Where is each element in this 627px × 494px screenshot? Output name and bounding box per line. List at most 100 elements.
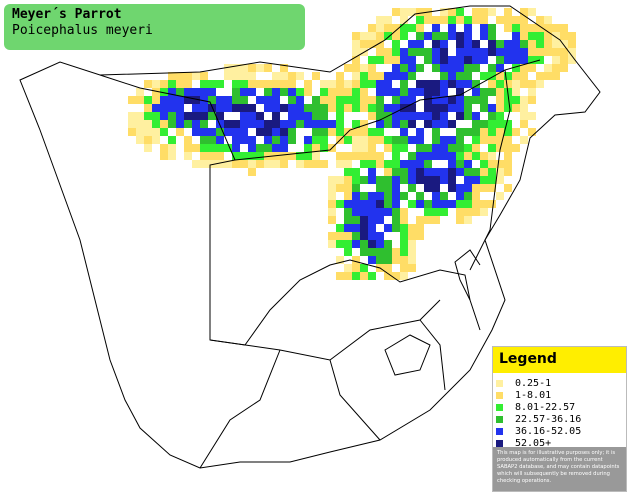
cell	[264, 128, 272, 136]
cell	[408, 168, 416, 176]
cell	[408, 264, 416, 272]
cell	[376, 184, 384, 192]
cell	[480, 208, 488, 216]
cell	[456, 200, 464, 208]
cell	[480, 152, 488, 160]
cell	[432, 144, 440, 152]
cell	[152, 96, 160, 104]
cell	[416, 176, 424, 184]
cell	[240, 136, 248, 144]
cell	[408, 184, 416, 192]
cell	[488, 160, 496, 168]
cell	[264, 136, 272, 144]
cell	[296, 96, 304, 104]
cell	[288, 128, 296, 136]
cell	[152, 120, 160, 128]
cell	[304, 80, 312, 88]
cell	[168, 120, 176, 128]
cell	[280, 160, 288, 168]
cell	[240, 72, 248, 80]
cell	[192, 96, 200, 104]
province-border	[199, 349, 281, 469]
cell	[552, 56, 560, 64]
cell	[432, 120, 440, 128]
cell	[200, 112, 208, 120]
legend-swatch	[496, 427, 503, 435]
province-border	[209, 299, 441, 361]
cell	[408, 64, 416, 72]
cell	[392, 48, 400, 56]
cell	[216, 104, 224, 112]
cell	[224, 64, 232, 72]
cell	[168, 88, 176, 96]
cell	[400, 16, 408, 24]
cell	[352, 152, 360, 160]
cell	[488, 48, 496, 56]
cell	[432, 96, 440, 104]
cell	[304, 104, 312, 112]
cell	[248, 88, 256, 96]
cell	[320, 136, 328, 144]
cell	[352, 144, 360, 152]
cell	[432, 176, 440, 184]
cell	[280, 144, 288, 152]
cell	[384, 160, 392, 168]
cell	[256, 152, 264, 160]
cell	[128, 96, 136, 104]
cell	[408, 24, 416, 32]
cell	[376, 104, 384, 112]
cell	[328, 184, 336, 192]
cell	[448, 8, 456, 16]
cell	[408, 256, 416, 264]
cell	[392, 224, 400, 232]
cell	[504, 16, 512, 24]
cell	[528, 112, 536, 120]
cell	[368, 176, 376, 184]
cell	[400, 24, 408, 32]
cell	[464, 216, 472, 224]
legend-item: 36.16-52.05	[493, 425, 626, 437]
lesotho	[384, 334, 431, 376]
cell	[472, 176, 480, 184]
cell	[384, 136, 392, 144]
cell	[536, 72, 544, 80]
cell	[400, 88, 408, 96]
cell	[432, 24, 440, 32]
cell	[360, 120, 368, 128]
cell	[432, 192, 440, 200]
cell	[352, 64, 360, 72]
cell	[400, 240, 408, 248]
legend-item: 22.57-36.16	[493, 413, 626, 425]
cell	[528, 128, 536, 136]
cell	[480, 48, 488, 56]
cell	[424, 32, 432, 40]
cell	[400, 224, 408, 232]
cell	[168, 152, 176, 160]
cell	[336, 96, 344, 104]
cell	[336, 232, 344, 240]
cell	[520, 120, 528, 128]
cell	[440, 104, 448, 112]
cell	[456, 168, 464, 176]
cell	[352, 176, 360, 184]
cell	[208, 128, 216, 136]
cell	[352, 200, 360, 208]
cell	[264, 152, 272, 160]
cell	[344, 200, 352, 208]
cell	[360, 152, 368, 160]
cell	[248, 112, 256, 120]
province-border	[329, 359, 381, 441]
cell	[520, 136, 528, 144]
legend-item: 8.01-22.57	[493, 401, 626, 413]
cell	[224, 144, 232, 152]
cell	[336, 72, 344, 80]
cell	[400, 256, 408, 264]
cell	[456, 56, 464, 64]
cell	[152, 80, 160, 88]
cell	[560, 24, 568, 32]
cell	[368, 128, 376, 136]
cell	[272, 128, 280, 136]
cell	[336, 152, 344, 160]
cell	[520, 48, 528, 56]
cell	[312, 96, 320, 104]
